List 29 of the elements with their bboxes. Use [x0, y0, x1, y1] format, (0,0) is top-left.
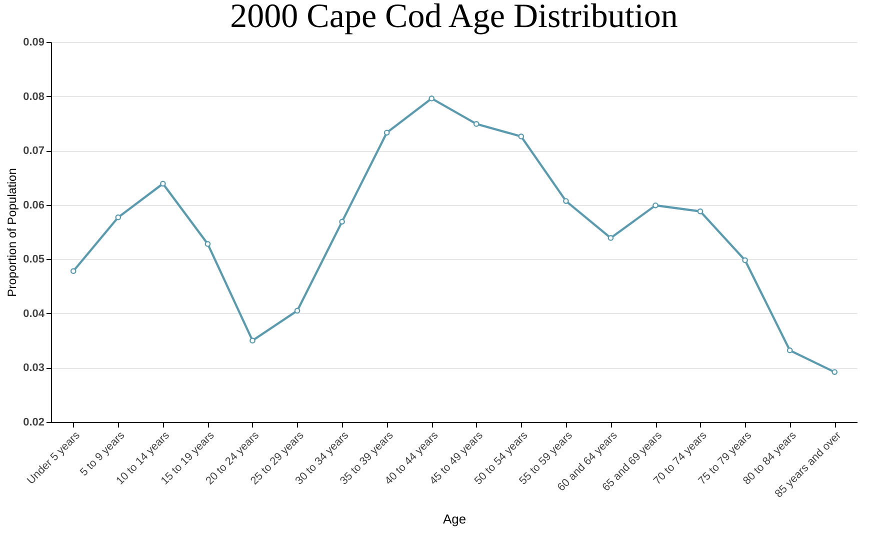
x-axis-title: Age [442, 512, 466, 527]
point [518, 134, 524, 140]
point [832, 369, 838, 375]
point [339, 218, 345, 225]
point [428, 96, 435, 102]
point [473, 121, 480, 127]
point [608, 235, 614, 241]
y-tick-label: 0.09 [23, 36, 44, 48]
y-tick-label: 0.03 [23, 362, 44, 374]
y-tick-label: 0.02 [23, 416, 44, 428]
y-tick-label: 0.06 [23, 199, 44, 212]
y-tick-label: 0.04 [23, 308, 46, 320]
y-axis-title: Proportion of Population [5, 168, 20, 297]
point [294, 308, 300, 314]
point [652, 202, 658, 208]
point [384, 130, 390, 136]
y-tick-label: 0.08 [23, 90, 44, 103]
point [742, 257, 748, 264]
point [204, 241, 211, 247]
y-tick-label: 0.05 [23, 254, 44, 266]
point [115, 214, 122, 220]
y-tick-label: 0.07 [23, 145, 44, 158]
chart-title: 2000 Cape Cod Age Distribution [230, 0, 678, 35]
point [160, 180, 166, 187]
point [563, 198, 569, 204]
point [250, 338, 256, 344]
point [786, 347, 793, 354]
point [70, 268, 76, 274]
point [697, 208, 704, 214]
